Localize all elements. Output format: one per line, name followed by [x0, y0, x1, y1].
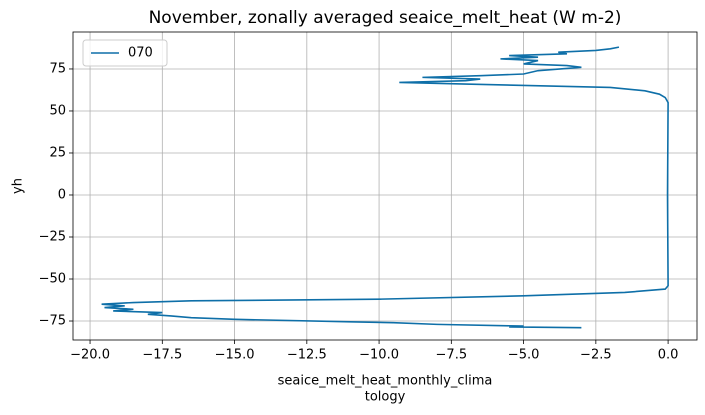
x-tick-label: −7.5 — [436, 348, 468, 363]
y-tick-label: 25 — [49, 145, 66, 160]
x-tick-label: −2.5 — [580, 348, 612, 363]
y-tick-label: −25 — [39, 229, 66, 244]
data-line — [101, 46, 669, 329]
x-tick-label: −12.5 — [287, 348, 327, 363]
y-tick-label: 50 — [49, 103, 66, 118]
plot-frame — [72, 31, 698, 341]
x-tick-label: −20.0 — [70, 348, 110, 363]
legend-box — [82, 39, 168, 67]
chart-title: November, zonally averaged seaice_melt_h… — [149, 8, 622, 28]
y-tick-label: −50 — [39, 272, 66, 287]
x-tick-label: −17.5 — [142, 348, 182, 363]
legend-label: 070 — [128, 46, 153, 61]
y-tick-label: −75 — [39, 314, 66, 329]
x-tick-label: 0.0 — [658, 348, 679, 363]
x-axis-label: tology — [365, 390, 406, 405]
y-tick-label: 0 — [58, 187, 66, 202]
x-tick-label: −5.0 — [508, 348, 540, 363]
y-tick-label: 75 — [49, 61, 66, 76]
x-tick-label: −15.0 — [215, 348, 255, 363]
y-axis-label: yh — [11, 178, 26, 194]
x-tick-label: −10.0 — [359, 348, 399, 363]
x-axis-label: seaice_melt_heat_monthly_clima — [278, 374, 493, 389]
